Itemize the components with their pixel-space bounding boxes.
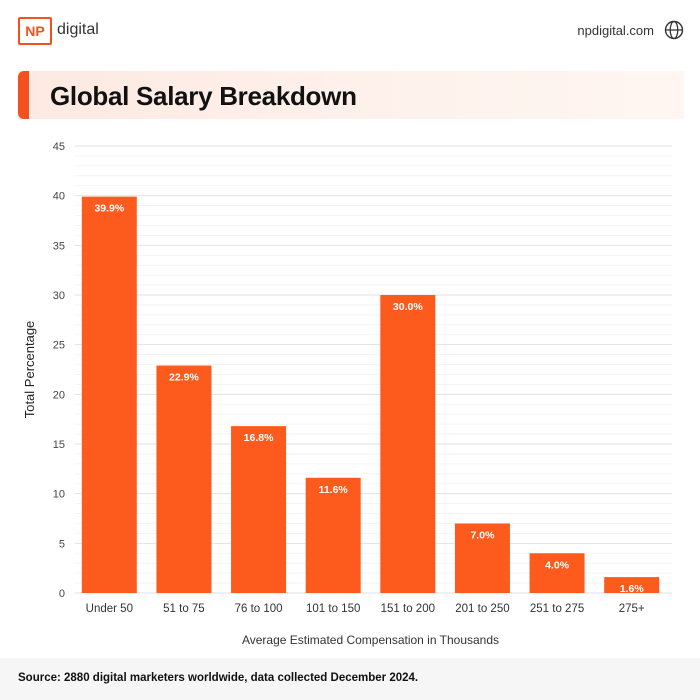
bar-76-to-100 xyxy=(231,426,287,593)
data-label: 4.0% xyxy=(545,559,570,571)
page-title: Global Salary Breakdown xyxy=(50,81,357,111)
logo-mark: NP xyxy=(18,17,52,45)
y-tick-label: 20 xyxy=(53,389,65,401)
header: NP digital npdigital.com xyxy=(0,0,700,62)
bar-201-to-250 xyxy=(454,523,510,593)
x-tick-label: 275+ xyxy=(619,603,645,615)
y-tick-label: 30 xyxy=(53,290,65,302)
x-tick-label: 51 to 75 xyxy=(163,603,205,615)
y-tick-label: 35 xyxy=(53,240,65,252)
x-tick-label: 251 to 275 xyxy=(530,603,584,615)
source-note: Source: 2880 digital marketers worldwide… xyxy=(18,672,419,684)
bar-51-to-75 xyxy=(156,365,212,593)
data-label: 16.8% xyxy=(244,432,274,444)
data-label: 22.9% xyxy=(169,372,199,384)
title-band xyxy=(18,71,684,119)
y-tick-label: 0 xyxy=(59,588,65,600)
x-tick-label: 101 to 150 xyxy=(306,603,360,615)
data-label: 7.0% xyxy=(470,529,495,541)
globe-icon[interactable] xyxy=(664,20,684,40)
x-tick-label: 76 to 100 xyxy=(235,603,283,615)
site-url[interactable]: npdigital.com xyxy=(577,23,654,38)
y-axis-label: Total Percentage xyxy=(22,321,37,419)
y-tick-label: 25 xyxy=(53,340,65,352)
y-tick-label: 40 xyxy=(53,191,65,203)
x-tick-label: Under 50 xyxy=(86,603,133,615)
bar-101-to-150 xyxy=(305,477,361,593)
bar-251-to-275 xyxy=(529,553,585,593)
y-tick-label: 45 xyxy=(53,141,65,153)
data-label: 11.6% xyxy=(319,484,349,496)
bar-275- xyxy=(604,577,660,593)
footer: Source: 2880 digital marketers worldwide… xyxy=(0,658,700,700)
x-tick-label: 151 to 200 xyxy=(381,603,435,615)
bar-151-to-200 xyxy=(380,295,436,593)
x-tick-label: 201 to 250 xyxy=(455,603,509,615)
x-axis-label: Average Estimated Compensation in Thousa… xyxy=(242,633,499,647)
data-label: 30.0% xyxy=(393,301,423,313)
title-accent xyxy=(18,71,29,119)
data-label: 1.6% xyxy=(620,583,645,595)
bar-chart: 0 5 10 15 20 25 30 35 40 45 Total Percentage 39.9% U… xyxy=(22,141,672,647)
y-tick-label: 15 xyxy=(53,439,65,451)
y-tick-label: 10 xyxy=(53,489,65,501)
logo-word: digital xyxy=(57,21,99,38)
bar-under-50 xyxy=(81,196,137,593)
y-tick-label: 5 xyxy=(59,538,65,550)
data-label: 39.9% xyxy=(94,203,124,215)
